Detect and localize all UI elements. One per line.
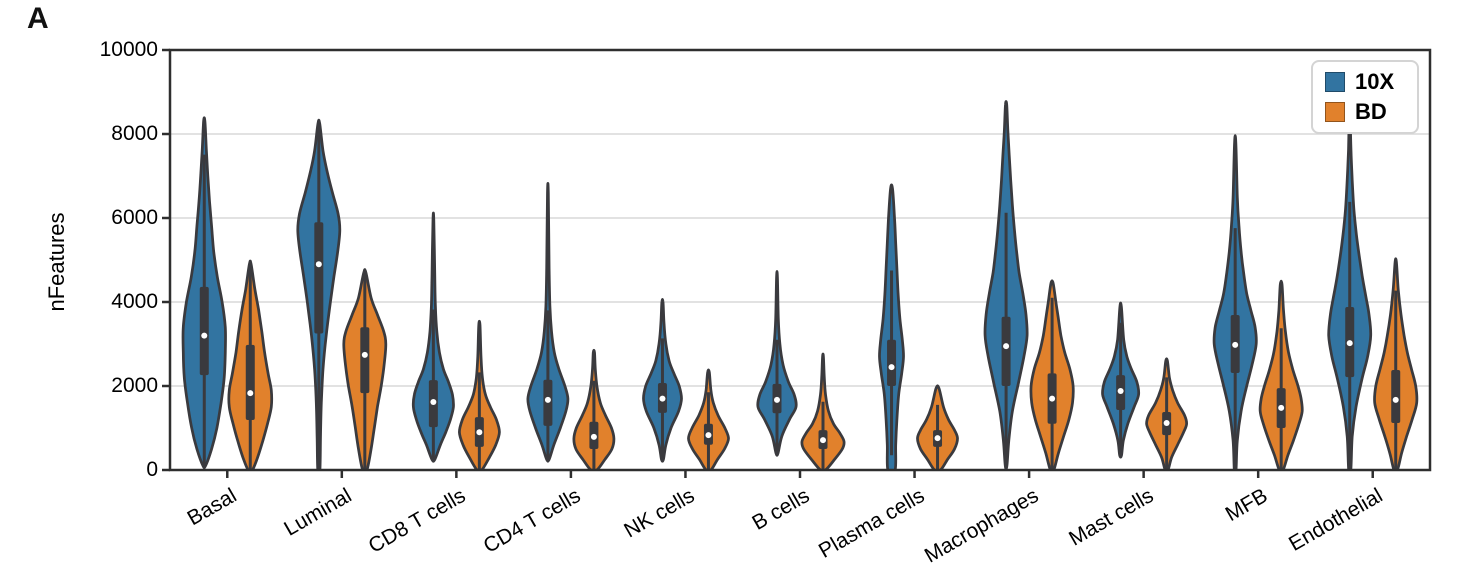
median-dot (1003, 343, 1010, 350)
violin-10x-mast-cells (1101, 301, 1141, 459)
violin-10x-cd4-t-cells (526, 181, 570, 463)
median-dot (888, 364, 895, 371)
iqr-box (360, 327, 370, 394)
violin-10x-plasma-cells (878, 183, 905, 470)
legend-item-bd: BD (1325, 101, 1405, 123)
y-tick-label-6000: 6000 (111, 206, 158, 229)
median-dot (247, 390, 254, 397)
violin-10x-macrophages (983, 100, 1029, 470)
y-tick-label-2000: 2000 (111, 374, 158, 397)
violin-bd-plasma-cells (916, 384, 959, 470)
iqr-box (1391, 370, 1401, 423)
violin-bd-mfb (1258, 279, 1304, 470)
violin-10x-nk-cells (642, 298, 683, 463)
median-dot (705, 432, 712, 439)
violin-bd-mast-cells (1145, 357, 1189, 470)
median-dot (820, 437, 826, 444)
violin-10x-mfb (1212, 134, 1258, 470)
violin-bd-endothelial (1373, 257, 1419, 470)
legend-item-10x: 10X (1325, 71, 1405, 93)
median-dot (1117, 388, 1124, 395)
legend-swatch-10x (1325, 72, 1345, 92)
violins-layer (181, 100, 1419, 470)
violin-bd-b-cells (800, 352, 846, 470)
violin-10x-luminal (296, 118, 342, 470)
violin-bd-basal (227, 259, 274, 470)
median-dot (361, 351, 368, 358)
median-dot (315, 261, 322, 268)
median-dot (201, 332, 208, 339)
iqr-box (314, 222, 324, 334)
y-tick-label-10000: 10000 (99, 38, 158, 61)
legend-label-10x: 10X (1355, 69, 1395, 94)
median-dot (774, 396, 780, 403)
iqr-box (245, 344, 255, 421)
panel-label: A (27, 2, 49, 35)
violin-bd-cd4-t-cells (572, 348, 616, 470)
y-tick-label-0: 0 (146, 458, 158, 481)
iqr-box (199, 286, 209, 376)
y-tick-label-8000: 8000 (111, 122, 158, 145)
legend-box: 10X BD (1311, 60, 1419, 134)
violin-bd-luminal (342, 268, 388, 470)
violin-10x-cd8-t-cells (411, 211, 455, 463)
median-dot (1163, 419, 1170, 426)
median-dot (659, 395, 666, 402)
violin-bd-cd8-t-cells (458, 319, 501, 470)
median-dot (476, 429, 483, 436)
y-tick-label-4000: 4000 (111, 290, 158, 313)
legend-label-bd: BD (1355, 99, 1387, 124)
median-dot (1049, 395, 1056, 402)
iqr-box (1001, 316, 1011, 386)
violin-10x-endothelial (1327, 111, 1373, 470)
median-dot (934, 435, 941, 442)
legend-swatch-bd (1325, 102, 1345, 122)
median-dot (430, 398, 437, 405)
violin-10x-b-cells (756, 270, 798, 457)
median-dot (544, 396, 551, 403)
median-dot (590, 433, 597, 440)
violin-bd-macrophages (1029, 279, 1075, 470)
median-dot (1232, 341, 1239, 348)
median-dot (1392, 396, 1399, 403)
iqr-box (887, 339, 897, 386)
median-dot (1346, 340, 1353, 347)
median-dot (1278, 404, 1285, 411)
violin-bd-nk-cells (687, 368, 730, 470)
violin-10x-basal (181, 116, 227, 470)
